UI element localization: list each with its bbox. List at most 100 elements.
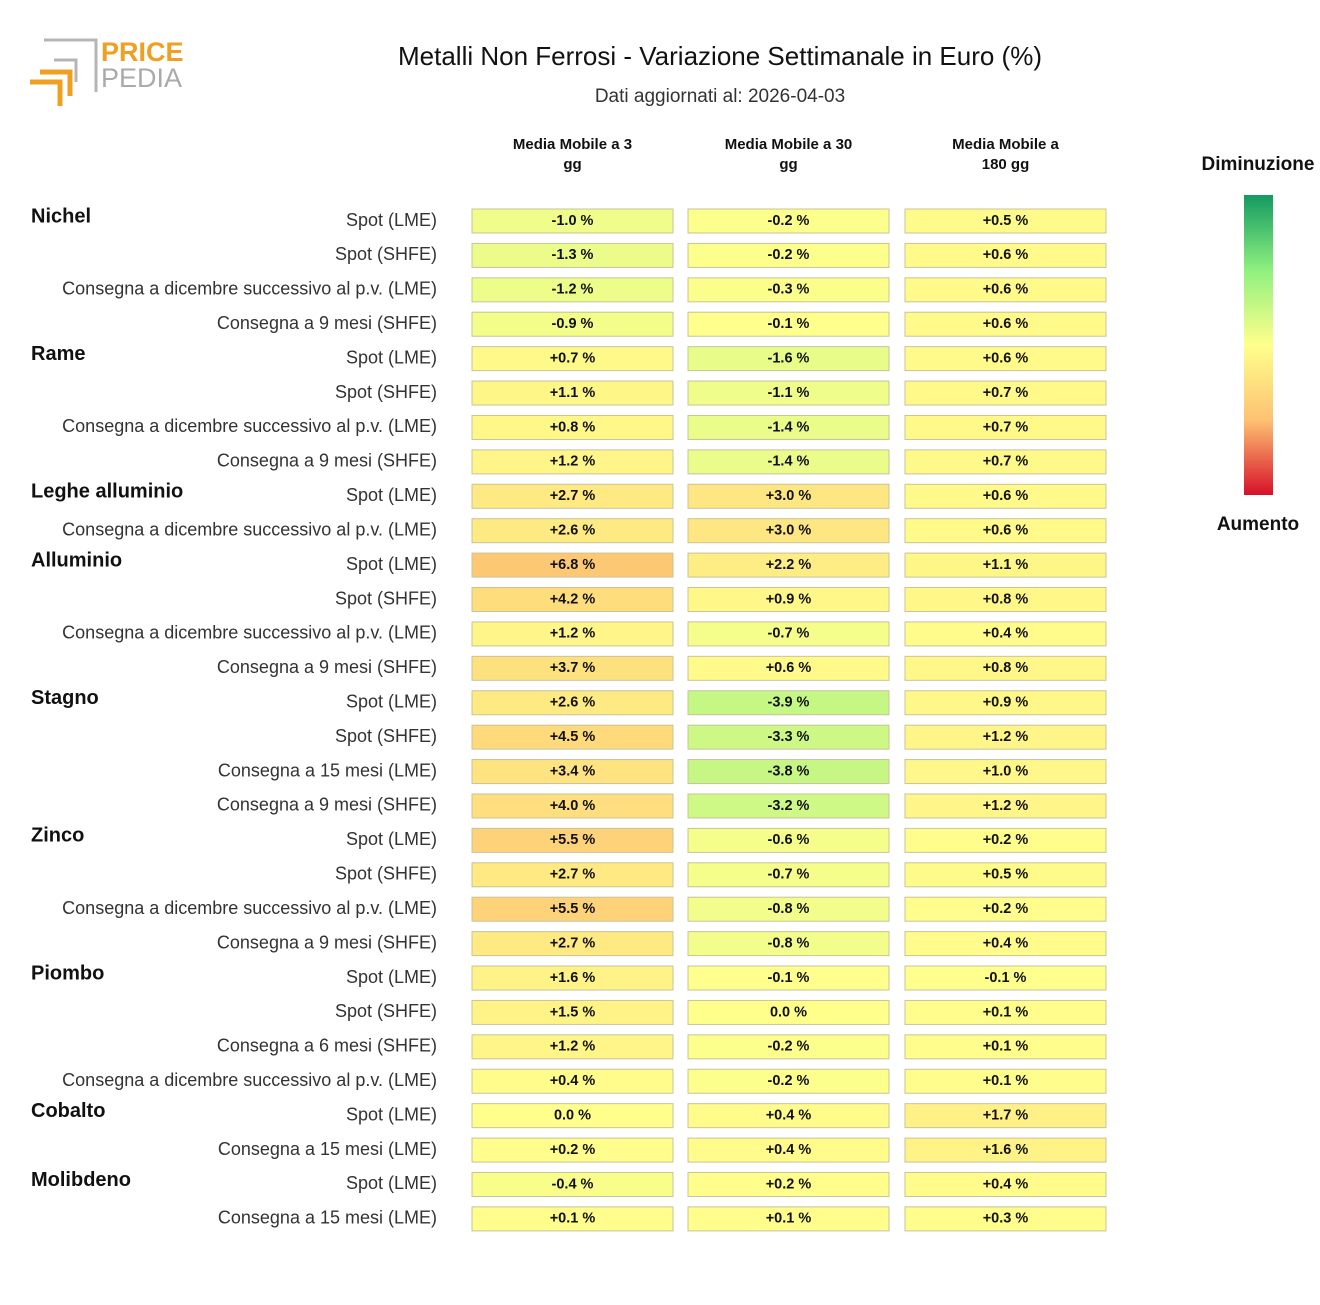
heatmap-cell xyxy=(471,380,674,406)
column-header: Media Mobile a 3 gg xyxy=(512,136,633,173)
cell-label: +0.4 % xyxy=(766,1107,812,1123)
heatmap-cell xyxy=(471,931,674,957)
cell-label: -1.3 % xyxy=(552,247,594,263)
heatmap-cell xyxy=(904,1034,1107,1060)
heatmap-cell xyxy=(471,862,674,888)
row-label: Consegna a dicembre successivo al p.v. (… xyxy=(62,416,437,436)
cell-label: -3.8 % xyxy=(768,763,810,779)
row-label: Spot (LME) xyxy=(346,210,437,230)
heatmap-cell xyxy=(687,1068,890,1094)
cell-label: +0.6 % xyxy=(766,660,812,676)
cell-label: -0.1 % xyxy=(768,970,810,986)
heatmap-cell xyxy=(471,1034,674,1060)
cell-label: +4.0 % xyxy=(550,798,596,814)
colorbar xyxy=(1244,195,1273,495)
cell-label: +2.7 % xyxy=(550,935,596,951)
heatmap-cell xyxy=(904,655,1107,681)
cell-label: +0.4 % xyxy=(983,935,1029,951)
heatmap-cell xyxy=(904,483,1107,509)
heatmap-cell xyxy=(904,793,1107,819)
row-label: Consegna a 9 mesi (SHFE) xyxy=(217,795,437,815)
cell-label: +0.2 % xyxy=(983,832,1029,848)
heatmap-cell xyxy=(687,655,890,681)
heatmap-cell xyxy=(904,827,1107,853)
heatmap-cell xyxy=(687,1206,890,1232)
cell-label: -3.9 % xyxy=(768,695,810,711)
logo-text: PRICE xyxy=(101,37,184,67)
cell-label: -0.2 % xyxy=(768,1039,810,1055)
heatmap-cell xyxy=(904,759,1107,785)
heatmap-cell xyxy=(904,311,1107,337)
cell-label: +4.5 % xyxy=(550,729,596,745)
cell-label: -0.7 % xyxy=(768,867,810,883)
row-label: Spot (SHFE) xyxy=(335,1001,437,1021)
cell-label: -0.9 % xyxy=(552,316,594,332)
heatmap-cell xyxy=(687,449,890,475)
cell-label: +0.2 % xyxy=(766,1176,812,1192)
cell-label: +0.9 % xyxy=(766,591,812,607)
cell-label: +0.9 % xyxy=(983,695,1029,711)
row-label: Spot (SHFE) xyxy=(335,726,437,746)
cell-label: -1.2 % xyxy=(552,282,594,298)
cell-label: +2.7 % xyxy=(550,867,596,883)
heatmap-cell xyxy=(687,621,890,647)
cell-label: +0.5 % xyxy=(983,213,1029,229)
heatmap-cell xyxy=(904,587,1107,613)
cell-label: -0.3 % xyxy=(768,282,810,298)
heatmap-cell xyxy=(687,1137,890,1163)
cell-label: +1.1 % xyxy=(550,385,596,401)
heatmap-cell xyxy=(904,518,1107,544)
heatmap-cell xyxy=(904,242,1107,268)
heatmap-cell xyxy=(904,449,1107,475)
heatmap-cell xyxy=(471,690,674,716)
cell-label: +0.1 % xyxy=(550,1211,596,1227)
cell-label: -1.4 % xyxy=(768,419,810,435)
row-label: Spot (LME) xyxy=(346,347,437,367)
heatmap-cell xyxy=(687,827,890,853)
cell-label: +0.6 % xyxy=(983,350,1029,366)
heatmap-cell xyxy=(687,965,890,991)
row-label: Consegna a dicembre successivo al p.v. (… xyxy=(62,519,437,539)
group-label: Zinco xyxy=(31,825,84,847)
heatmap-cell xyxy=(471,277,674,303)
row-label: Spot (SHFE) xyxy=(335,382,437,402)
group-label: Leghe alluminio xyxy=(31,481,183,503)
chart-title: Metalli Non Ferrosi - Variazione Settima… xyxy=(398,41,1042,71)
heatmap-cell xyxy=(471,518,674,544)
row-label: Consegna a 15 mesi (LME) xyxy=(218,1208,437,1228)
cell-label: +3.0 % xyxy=(766,523,812,539)
heatmap-cell xyxy=(471,793,674,819)
heatmap-cell xyxy=(687,587,890,613)
logo: PRICE PEDIA xyxy=(30,37,184,106)
cell-label: +0.4 % xyxy=(550,1073,596,1089)
cell-label: +1.0 % xyxy=(983,763,1029,779)
cell-label: -3.3 % xyxy=(768,729,810,745)
row-label: Consegna a 15 mesi (LME) xyxy=(218,1139,437,1159)
cell-label: +4.2 % xyxy=(550,591,596,607)
heatmap-cell xyxy=(687,793,890,819)
row-label: Spot (SHFE) xyxy=(335,588,437,608)
row-label: Spot (LME) xyxy=(346,1173,437,1193)
row-label: Spot (LME) xyxy=(346,691,437,711)
row-label: Spot (LME) xyxy=(346,485,437,505)
heatmap-cell xyxy=(904,277,1107,303)
heatmap-cell xyxy=(904,1137,1107,1163)
heatmap-cell xyxy=(687,483,890,509)
cell-label: +1.1 % xyxy=(983,557,1029,573)
row-label: Spot (LME) xyxy=(346,829,437,849)
heatmap-cell xyxy=(471,1206,674,1232)
cell-label: +0.5 % xyxy=(983,867,1029,883)
heatmap-cell xyxy=(687,518,890,544)
heatmap-cell xyxy=(471,346,674,372)
heatmap-cell xyxy=(471,208,674,234)
heatmap-cell xyxy=(904,1068,1107,1094)
heatmap-cell xyxy=(687,759,890,785)
heatmap-cell xyxy=(471,242,674,268)
heatmap-cell xyxy=(687,1171,890,1197)
cell-label: +0.1 % xyxy=(983,1004,1029,1020)
cell-label: +0.3 % xyxy=(983,1211,1029,1227)
heatmap-cell xyxy=(904,724,1107,750)
row-label: Consegna a 9 mesi (SHFE) xyxy=(217,451,437,471)
heatmap-cell xyxy=(687,1103,890,1129)
